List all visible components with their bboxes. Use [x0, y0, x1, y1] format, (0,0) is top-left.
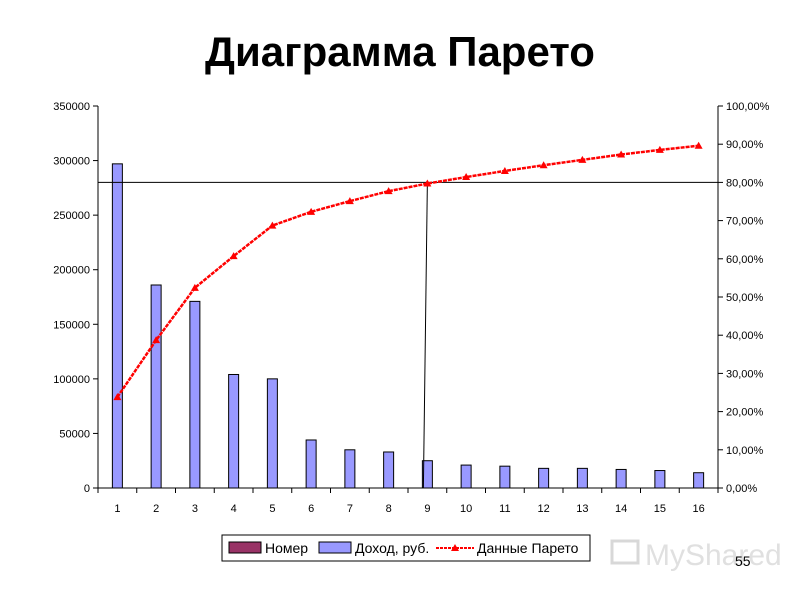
y-left-tick-label: 350000	[53, 101, 90, 113]
y-right-tick-label: 100,00%	[726, 101, 770, 113]
chart-title: Диаграмма Парето	[205, 28, 595, 75]
bar	[421, 460, 433, 489]
pareto-point	[655, 145, 664, 153]
x-tick-label: 7	[347, 503, 353, 515]
y-left-tick-label: 200000	[53, 265, 90, 277]
watermark-icon	[610, 539, 640, 565]
pareto-point	[345, 197, 354, 205]
bar	[499, 465, 511, 489]
y-right-tick-label: 80,00%	[726, 177, 764, 189]
legend-swatch-pareto-marker	[451, 544, 459, 551]
bar	[266, 378, 278, 489]
legend-label-income: Доход, руб.	[355, 540, 429, 556]
x-tick-labels: 1 2 3 4 5 6 7 8 9 10 11 12 13 14 15 16	[114, 503, 704, 515]
legend-frame	[221, 534, 591, 562]
y-left-tick-label: 300000	[53, 156, 90, 168]
x-tick-label: 4	[231, 503, 237, 515]
pareto-point	[384, 187, 393, 195]
pareto-line-group	[113, 141, 703, 401]
bar	[383, 451, 395, 489]
bar	[460, 464, 472, 489]
y-right-tick-labels: 0,00% 10,00% 20,00% 30,00% 40,00% 50,00% 60,00…	[726, 101, 770, 495]
y-right-tick-label: 40,00%	[726, 330, 764, 342]
pareto-point	[190, 283, 199, 291]
legend-swatch-nomer	[228, 541, 262, 554]
pareto-point	[539, 161, 548, 169]
bars-group	[111, 163, 705, 489]
y-right-tick-label: 50,00%	[726, 292, 764, 304]
bar	[538, 467, 550, 489]
pareto-point	[268, 221, 277, 229]
y-right-tick-label: 10,00%	[726, 445, 764, 457]
bar	[150, 284, 162, 489]
page-number: 55	[735, 553, 751, 569]
x-tick-label: 9	[424, 503, 430, 515]
x-tick-label: 8	[386, 503, 392, 515]
x-tick-label: 14	[615, 503, 627, 515]
threshold-vertical-line	[422, 182, 428, 489]
x-tick-label: 15	[654, 503, 666, 515]
watermark-text: MyShared	[645, 539, 782, 572]
x-tick-label: 13	[576, 503, 588, 515]
y-left-tick-label: 100000	[53, 374, 90, 386]
x-tick-label: 6	[308, 503, 314, 515]
bar	[305, 439, 317, 489]
pareto-point	[462, 173, 471, 181]
axes	[93, 105, 723, 493]
pareto-point	[578, 155, 587, 163]
x-tick-label: 11	[499, 503, 510, 515]
x-tick-label: 5	[269, 503, 275, 515]
x-tick-label: 2	[153, 503, 159, 515]
pareto-point	[500, 166, 509, 174]
bar	[615, 468, 627, 489]
y-right-tick-label: 0,00%	[726, 483, 757, 495]
bar	[693, 472, 705, 489]
pareto-line	[116, 144, 699, 398]
x-tick-label: 16	[693, 503, 705, 515]
legend: Номер Доход, руб. Данные Парето	[221, 534, 591, 562]
x-tick-label: 10	[460, 503, 472, 515]
y-right-tick-label: 90,00%	[726, 139, 764, 151]
y-left-tick-label: 0	[84, 483, 90, 495]
y-left-tick-label: 150000	[53, 319, 90, 331]
x-tick-label: 3	[192, 503, 198, 515]
bar	[189, 300, 201, 489]
legend-swatch-income	[318, 541, 352, 554]
y-left-tick-label: 250000	[53, 210, 90, 222]
y-right-tick-label: 60,00%	[726, 254, 764, 266]
legend-label-nomer: Номер	[265, 540, 308, 556]
x-tick-label: 12	[538, 503, 550, 515]
pareto-point	[113, 393, 122, 401]
y-left-tick-labels: 0 50000 100000 150000 200000 250000 300000 3500…	[53, 101, 90, 495]
bar	[111, 163, 123, 489]
bar	[654, 470, 666, 489]
bar	[344, 449, 356, 489]
bar	[576, 467, 588, 489]
pareto-point	[617, 150, 626, 158]
pareto-point	[229, 252, 238, 260]
y-right-tick-label: 70,00%	[726, 216, 764, 228]
y-right-tick-label: 30,00%	[726, 368, 764, 380]
y-right-tick-label: 20,00%	[726, 407, 764, 419]
pareto-point	[307, 207, 316, 215]
pareto-point	[423, 179, 432, 187]
y-left-tick-label: 50000	[59, 428, 90, 440]
reference-lines	[98, 181, 718, 489]
bar	[228, 373, 240, 489]
pareto-point	[694, 141, 703, 149]
legend-label-pareto: Данные Парето	[477, 540, 579, 556]
watermark: MyShared	[610, 539, 782, 572]
x-tick-label: 1	[114, 503, 120, 515]
pareto-point	[152, 336, 161, 344]
